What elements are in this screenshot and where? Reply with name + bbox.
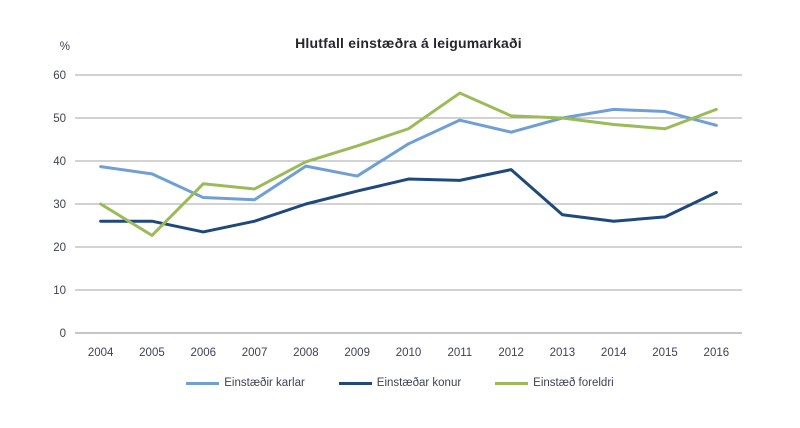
legend-label: Einstæðir karlar <box>224 377 305 389</box>
x-tick-label: 2010 <box>396 347 422 359</box>
x-tick-label: 2015 <box>652 347 678 359</box>
legend-line-swatch <box>186 381 220 385</box>
x-tick-label: 2016 <box>704 347 730 359</box>
legend-item: Einstæðir karlar <box>186 377 305 389</box>
y-tick-label: 60 <box>53 70 66 82</box>
x-tick-label: 2011 <box>447 347 472 359</box>
x-tick-label: 2014 <box>601 347 627 359</box>
series-line <box>99 91 718 237</box>
x-tick-label: 2008 <box>293 347 319 359</box>
legend-line-swatch <box>338 381 372 385</box>
chart-title: Hlutfall einstæðra á leigumarkaði <box>295 35 522 51</box>
y-tick-label: 20 <box>53 242 66 254</box>
x-tick-label: 2004 <box>88 347 114 359</box>
x-tick-label: 2006 <box>190 347 216 359</box>
chart-legend: Einstæðir karlar Einstæðar konur Einstæð f… <box>0 377 800 389</box>
y-axis-unit-label: % <box>59 41 70 53</box>
x-tick-label: 2007 <box>242 347 268 359</box>
y-tick-label: 50 <box>53 113 66 125</box>
legend-label: Einstæðar konur <box>376 377 462 389</box>
series-line <box>99 107 718 202</box>
legend-item: Einstæð foreldri <box>495 377 614 389</box>
legend-line-swatch <box>495 381 529 385</box>
y-tick-label: 30 <box>53 199 66 211</box>
x-tick-label: 2005 <box>139 347 165 359</box>
y-tick-label: 0 <box>60 328 66 340</box>
x-tick-label: 2012 <box>498 347 524 359</box>
y-tick-label: 40 <box>53 156 66 168</box>
x-tick-label: 2013 <box>550 347 576 359</box>
legend-label: Einstæð foreldri <box>533 377 614 389</box>
y-tick-label: 10 <box>53 285 66 297</box>
series-line <box>99 168 718 234</box>
x-tick-label: 2009 <box>344 347 370 359</box>
legend-item: Einstæðar konur <box>338 377 462 389</box>
